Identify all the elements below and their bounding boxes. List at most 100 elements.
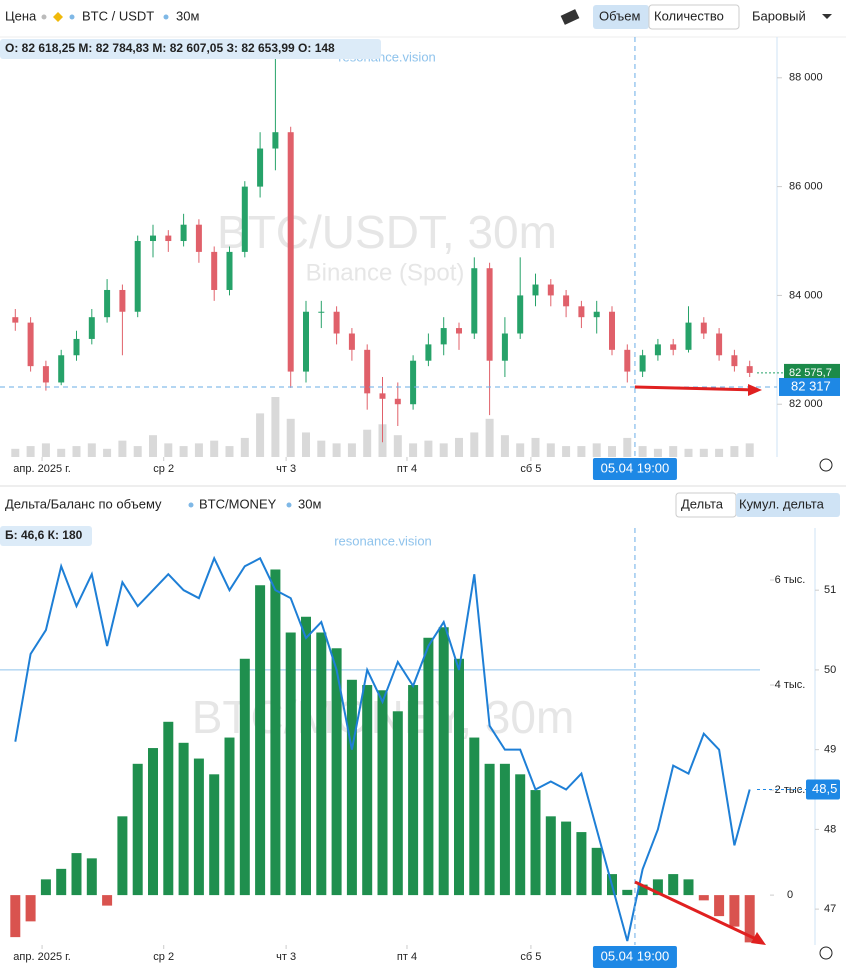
candle-body [501,333,508,361]
candle-body [425,344,432,361]
y2-tick-label: 50 [824,664,836,676]
candle-body [563,295,570,307]
volume-bar [546,443,555,457]
info-icon[interactable] [819,946,833,960]
candle-body [88,317,95,339]
volume-bar [240,437,249,457]
delta-bar [362,685,373,896]
candle-body [746,366,753,373]
legend-box [0,39,381,59]
volume-bar [256,413,265,457]
balance-line [14,555,751,942]
y-tick-label: 6 тыс. [775,574,806,586]
candle-body [165,235,172,242]
delta-bar [576,832,587,896]
button-bg[interactable] [593,5,649,29]
candle-body [58,355,65,383]
x-tick-label: сб 5 [520,463,541,475]
volume-bar [103,448,112,457]
last-value-box [806,779,840,800]
y-tick-label: 4 тыс. [775,679,806,691]
delta-bar [102,895,113,906]
candle-body [364,349,371,394]
crosshair-x-label: 05.04 19:00 [601,948,670,963]
delta-bar [270,569,281,896]
volume-bar [684,448,693,457]
candle-body [379,393,386,399]
ohlc-legend: О: 82 618,25 М: 82 784,83 М: 82 607,05 З… [5,41,335,55]
y-tick-label: 0 [787,889,793,901]
button-bg[interactable] [736,493,840,517]
x-tick-label: пт 4 [397,463,417,475]
crosshair-x-box [592,946,677,968]
volume-bar [577,446,586,457]
candle-body [119,289,126,312]
candle-body [318,311,325,313]
x-tick-label: ср 2 [153,951,174,963]
candle-body [639,355,646,372]
volume-bar [470,432,479,457]
candle-body [272,132,279,149]
volume-bar [26,446,35,457]
delta-bar [454,658,464,896]
separator-dot [41,14,47,20]
volume-bar [347,443,356,457]
candle-body [195,224,202,252]
symbol: BTC/MONEY [199,496,277,511]
separator-dot [163,14,169,20]
volume-bar [409,443,418,457]
volume-bar [225,446,234,457]
crosshair-x-box [592,458,677,480]
button-bg[interactable] [648,4,740,30]
delta-bar [515,774,526,896]
delta-bar [744,895,755,943]
button-label[interactable]: Объем [599,8,640,23]
candle-body [180,224,187,242]
delta-bar [698,895,709,901]
y-tick-label: 84 000 [789,289,823,301]
candle-body [654,344,661,356]
x-tick-label: ср 2 [153,463,174,475]
delta-bar [209,774,220,896]
symbol: BTC / USDT [82,8,154,23]
candle-body [257,148,264,187]
volume-bar [393,435,402,457]
button-label[interactable]: Кумул. дельта [739,496,825,511]
y2-tick-label: 47 [824,903,836,915]
candle-body [731,355,738,367]
delta-bar [25,895,36,922]
annotation-arrowhead [751,932,766,945]
candle-body [394,398,401,405]
delta-bar [729,895,740,927]
candle-body [150,235,156,242]
button-label[interactable]: Дельта [681,496,724,511]
x-tick-label: апр. 2025 г. [13,951,71,963]
last-price-label: 82 575,7 [789,367,832,379]
separator-dot [188,502,194,508]
x-tick-label: сб 5 [520,951,541,963]
button-label[interactable]: Количество [654,8,724,23]
candle-body [532,284,539,296]
candle-body [624,349,631,372]
candle-body [609,311,615,350]
volume-bar [669,446,678,457]
volume-bar [332,443,341,457]
info-icon[interactable] [819,458,833,472]
interval: 30м [176,8,199,23]
volume-bar [439,443,448,457]
delta-bar [56,868,67,896]
delta-bar [423,637,434,896]
delta-bar [714,895,725,917]
delta-bar [178,742,189,896]
dropdown-icon[interactable] [822,14,832,19]
y-tick-label: 86 000 [789,181,823,193]
volume-bar [363,429,372,457]
legend-text: Б: 46,6 К: 180 [5,528,83,542]
delta-bar [316,632,327,896]
style-select[interactable]: Баровый [752,8,806,23]
delta-bar [285,632,296,896]
annotation-arrow [634,880,759,942]
annotation-arrow [634,385,759,392]
crosshair-y-box [779,377,840,396]
ruler-icon[interactable] [560,9,580,25]
